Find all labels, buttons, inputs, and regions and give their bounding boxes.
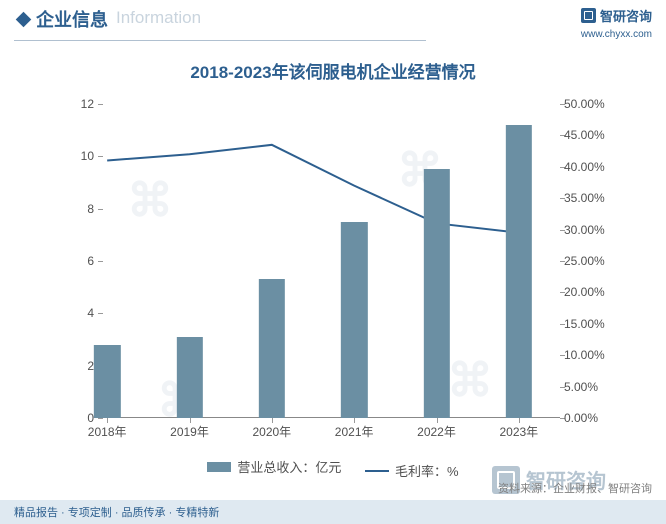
brand-logo-icon <box>581 8 596 23</box>
line-series-svg <box>66 104 560 418</box>
x-tick-label: 2018年 <box>88 423 127 440</box>
y1-tick-label: 8 <box>62 202 94 216</box>
legend-line-swatch <box>365 470 389 472</box>
chart-area: 0246810120.00%5.00%10.00%15.00%20.00%25.… <box>30 104 610 438</box>
bar <box>506 125 532 418</box>
y1-tick-label: 4 <box>62 306 94 320</box>
chart-plot: 0246810120.00%5.00%10.00%15.00%20.00%25.… <box>66 104 560 418</box>
source-text: 资料来源：企业财报、智研咨询 <box>498 480 652 496</box>
chart-title: 2018-2023年该伺服电机企业经营情况 <box>0 58 666 83</box>
legend-bar-item: 营业总收入：亿元 <box>207 457 341 476</box>
x-tick-label: 2020年 <box>252 423 291 440</box>
legend-bar-swatch <box>207 462 231 472</box>
legend-bar-label: 营业总收入：亿元 <box>237 457 341 476</box>
x-tick-label: 2019年 <box>170 423 209 440</box>
header-title-en: Information <box>116 8 201 28</box>
header-divider <box>14 40 426 41</box>
y2-tick-label: 40.00% <box>564 160 612 174</box>
footer-bar: 精品报告 · 专项定制 · 品质传承 · 专精特新 <box>0 500 666 524</box>
brand-url: www.chyxx.com <box>581 29 652 40</box>
bar <box>176 337 202 418</box>
y2-tick-label: 15.00% <box>564 317 612 331</box>
y2-tick-label: 45.00% <box>564 128 612 142</box>
footer-text: 精品报告 · 专项定制 · 品质传承 · 专精特新 <box>14 504 219 520</box>
x-tick-label: 2023年 <box>499 423 538 440</box>
y2-tick-label: 35.00% <box>564 191 612 205</box>
y1-tick-label: 10 <box>62 149 94 163</box>
brand-name: 智研咨询 <box>600 6 652 25</box>
y2-tick-label: 5.00% <box>564 380 612 394</box>
y2-tick-label: 50.00% <box>564 97 612 111</box>
bar <box>423 169 449 418</box>
bar <box>259 279 285 418</box>
y1-tick-label: 2 <box>62 359 94 373</box>
y1-tick-label: 6 <box>62 254 94 268</box>
y1-tick-label: 12 <box>62 97 94 111</box>
legend-line-item: 毛利率：% <box>365 461 459 480</box>
x-tick-label: 2022年 <box>417 423 456 440</box>
legend-line-label: 毛利率：% <box>395 461 459 480</box>
y2-tick-label: 10.00% <box>564 348 612 362</box>
y2-tick-label: 30.00% <box>564 223 612 237</box>
bar <box>341 222 367 418</box>
y2-tick-label: 20.00% <box>564 285 612 299</box>
bar <box>94 345 120 418</box>
x-tick-label: 2021年 <box>335 423 374 440</box>
header-bullet-icon <box>16 12 32 28</box>
y2-tick-label: 0.00% <box>564 411 612 425</box>
header-brand-block: 智研咨询 www.chyxx.com <box>581 6 652 40</box>
header-title-cn: 企业信息 <box>36 6 108 32</box>
y2-tick-label: 25.00% <box>564 254 612 268</box>
header: 企业信息 Information 智研咨询 www.chyxx.com <box>0 0 666 46</box>
